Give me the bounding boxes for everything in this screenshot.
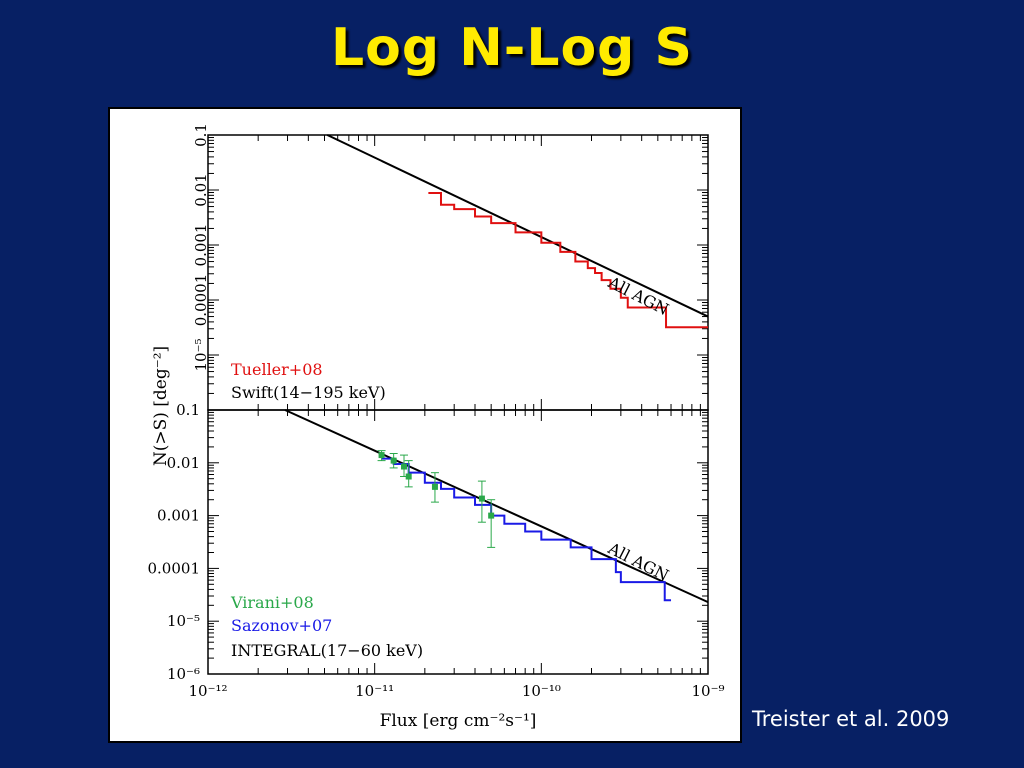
series-line-all-agn <box>326 134 709 318</box>
bottom-panel-series <box>284 409 709 604</box>
y-tick-label: 0.001 <box>192 224 210 267</box>
data-point <box>378 452 385 459</box>
legend-tueller: Tueller+08 <box>231 360 323 379</box>
y-tick-label: 0.1 <box>192 123 210 147</box>
y-tick-label: 10⁻⁵ <box>192 338 210 371</box>
data-point <box>478 495 485 502</box>
y-axis-label: N(>S) [deg⁻²] <box>151 346 171 466</box>
data-point <box>390 457 397 464</box>
bottom-annotation-all-agn: All AGN <box>604 538 672 585</box>
y-tick-label: 0.001 <box>157 507 200 525</box>
x-tick-label: 10⁻⁹ <box>691 682 724 700</box>
data-point <box>431 483 438 490</box>
data-point <box>405 473 412 480</box>
legend-sazonov: Sazonov+07 <box>231 616 332 635</box>
y-tick-label: 0.01 <box>167 454 200 472</box>
y-tick-label: 10⁻⁵ <box>167 612 200 630</box>
slide-title: Log N-Log S <box>331 18 693 78</box>
figure-frame: 0.1 0.01 0.001 0.0001 10⁻⁵ 0.1 0.01 0.001 0.000… <box>108 107 742 743</box>
x-tick-label: 10⁻¹⁰ <box>522 682 561 700</box>
x-tick-label: 10⁻¹¹ <box>355 682 394 700</box>
data-point <box>488 512 495 519</box>
data-point <box>401 463 408 470</box>
legend-integral: INTEGRAL(17−60 keV) <box>231 641 423 660</box>
x-tick-label: 10⁻¹² <box>188 682 227 700</box>
bottom-panel-frame <box>207 409 709 675</box>
series-line-tueller-08 <box>428 192 708 329</box>
y-tick-label: 0.1 <box>176 401 200 419</box>
y-tick-label: 0.0001 <box>148 559 201 577</box>
series-line-sazonov-07 <box>381 457 672 602</box>
y-tick-label: 0.01 <box>192 173 210 206</box>
top-annotation-all-agn: All AGN <box>604 272 672 319</box>
y-tick-label: 10⁻⁶ <box>167 665 200 683</box>
top-panel-series <box>326 134 709 329</box>
legend-swift: Swift(14−195 keV) <box>231 383 386 402</box>
logn-logs-chart: 0.1 0.01 0.001 0.0001 10⁻⁵ 0.1 0.01 0.001 0.000… <box>148 123 725 731</box>
bottom-panel-ticks: 0.1 0.01 0.001 0.0001 10⁻⁵ 10⁻⁶10⁻¹² 10⁻¹¹ 10⁻¹… <box>148 401 725 700</box>
top-panel-ticks: 0.1 0.01 0.001 0.0001 10⁻⁵ <box>192 123 709 411</box>
x-axis-label: Flux [erg cm⁻²s⁻¹] <box>380 711 537 731</box>
y-tick-label: 0.0001 <box>192 274 210 327</box>
series-line-all-agn <box>284 409 709 604</box>
citation: Treister et al. 2009 <box>752 707 950 731</box>
legend-virani: Virani+08 <box>230 593 314 612</box>
